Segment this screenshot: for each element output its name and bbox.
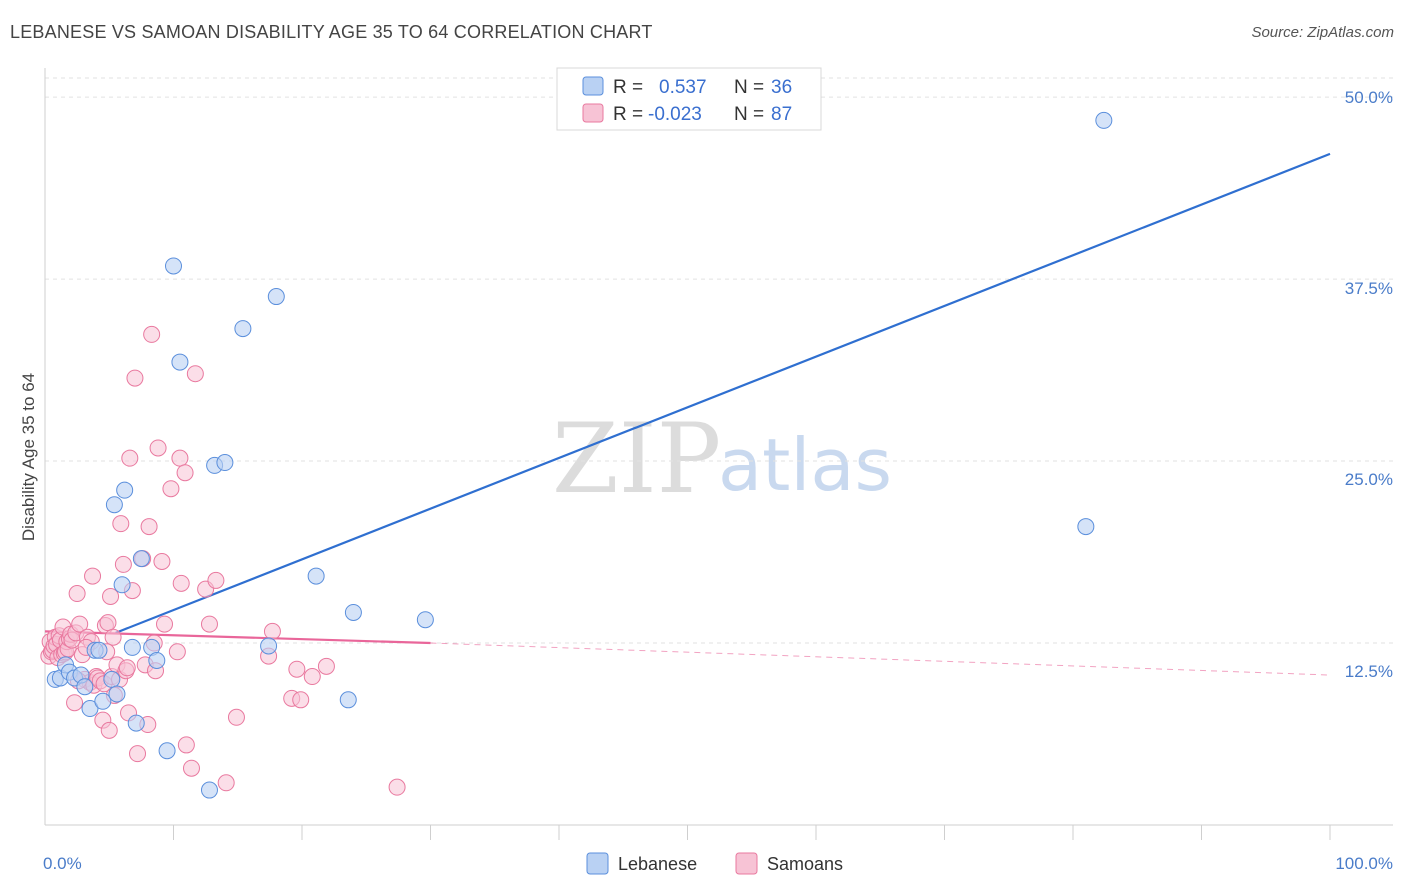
point-lebanese-34	[1077, 518, 1095, 536]
x-tick-label-0: 0.0%	[43, 854, 82, 873]
point-samoans-79	[303, 668, 321, 686]
point-samoans-47	[121, 449, 139, 467]
point-samoans-67	[182, 759, 200, 777]
point-samoans-71	[207, 571, 225, 589]
gridlines	[45, 77, 1393, 644]
point-samoans-43	[112, 515, 130, 533]
point-samoans-60	[156, 615, 174, 633]
point-lebanese-10	[94, 692, 112, 710]
point-lebanese-17	[127, 714, 145, 732]
point-samoans-37	[100, 721, 118, 739]
point-samoans-54	[140, 518, 158, 536]
y-tick-label-25.0: 25.0%	[1345, 470, 1393, 489]
point-lebanese-11	[103, 670, 121, 688]
legend-n-value-samoans: 87	[771, 104, 792, 125]
point-samoans-38	[102, 587, 120, 605]
point-lebanese-33	[416, 611, 434, 629]
point-lebanese-9	[90, 641, 108, 659]
point-samoans-65	[176, 464, 194, 482]
y-tick-label-12.5: 12.5%	[1345, 662, 1393, 681]
series-samoans	[40, 325, 406, 796]
point-samoans-63	[171, 449, 189, 467]
point-samoans-81	[388, 778, 406, 796]
point-samoans-61	[162, 480, 180, 498]
chart-title: LEBANESE VS SAMOAN DISABILITY AGE 35 TO …	[10, 22, 653, 42]
legend-swatch-lebanese	[582, 76, 604, 96]
series-legend: Lebanese Samoans	[586, 852, 843, 875]
bottom-legend-swatch-samoans	[735, 852, 758, 875]
point-samoans-58	[149, 439, 167, 457]
y-tick-label-50.0: 50.0%	[1345, 88, 1393, 107]
x-tick-marks	[173, 825, 1331, 840]
point-samoans-73	[227, 708, 245, 726]
legend-r-value-samoans: -0.023	[648, 104, 702, 125]
point-samoans-44	[114, 555, 132, 573]
point-samoans-28	[84, 567, 102, 585]
watermark-zip: ZIP	[552, 403, 721, 515]
point-samoans-64	[172, 574, 190, 592]
correlation-legend: R = 0.537 N = 36 R = -0.023 N = 87	[556, 67, 822, 131]
chart-source: Source: ZipAtlas.com	[1251, 24, 1394, 41]
point-samoans-21	[68, 585, 86, 603]
legend-n-value-lebanese: 36	[771, 77, 792, 98]
point-samoans-80	[317, 657, 335, 675]
point-samoans-59	[153, 553, 171, 571]
bottom-legend-label-lebanese: Lebanese	[618, 854, 697, 874]
point-samoans-36	[99, 614, 117, 632]
point-lebanese-22	[165, 257, 182, 275]
point-samoans-82	[104, 628, 122, 646]
legend-r-value-lebanese: 0.537	[659, 77, 707, 98]
point-lebanese-13	[108, 685, 126, 703]
point-lebanese-21	[158, 742, 176, 760]
trendline-lebanese-0	[115, 152, 1331, 634]
series-lebanese	[46, 111, 1113, 799]
point-samoans-66	[177, 736, 195, 754]
point-lebanese-20	[148, 651, 166, 669]
point-samoans-50	[129, 745, 147, 763]
point-lebanese-23	[171, 353, 189, 371]
point-samoans-68	[186, 365, 204, 383]
y-tick-label-37.5: 37.5%	[1345, 279, 1393, 298]
point-lebanese-35	[1095, 111, 1113, 129]
point-samoans-77	[288, 660, 306, 678]
point-samoans-75	[263, 622, 281, 640]
point-lebanese-27	[234, 320, 252, 338]
legend-r-label-samoans: R =	[613, 104, 643, 125]
trendline-samoans-2	[430, 642, 1331, 676]
legend-swatch-samoans	[582, 103, 604, 123]
point-lebanese-26	[216, 454, 234, 472]
point-samoans-78	[292, 691, 310, 709]
point-lebanese-28	[260, 637, 278, 655]
point-samoans-83	[118, 659, 136, 677]
point-lebanese-31	[339, 691, 357, 709]
point-lebanese-7	[81, 700, 99, 718]
point-lebanese-12	[105, 496, 123, 514]
bottom-legend-label-samoans: Samoans	[767, 854, 843, 874]
point-lebanese-15	[116, 481, 134, 499]
point-lebanese-24	[200, 781, 218, 799]
y-axis-label: Disability Age 35 to 64	[19, 373, 38, 541]
point-lebanese-14	[113, 576, 131, 594]
point-lebanese-29	[267, 288, 285, 306]
point-lebanese-6	[76, 678, 94, 696]
watermark-atlas: atlas	[718, 423, 892, 507]
point-samoans-72	[217, 774, 235, 792]
bottom-legend-swatch-lebanese	[586, 852, 609, 875]
point-samoans-22	[71, 615, 89, 633]
point-samoans-55	[143, 325, 161, 343]
point-lebanese-32	[344, 603, 362, 621]
point-lebanese-16	[123, 638, 141, 656]
point-samoans-19	[66, 694, 84, 712]
point-samoans-49	[126, 369, 144, 387]
point-samoans-62	[168, 643, 186, 661]
point-samoans-70	[200, 615, 218, 633]
legend-n-label-lebanese: N =	[734, 77, 764, 98]
legend-n-label-samoans: N =	[734, 104, 764, 125]
legend-r-label-lebanese: R =	[613, 77, 643, 98]
x-tick-label-100: 100.0%	[1335, 854, 1393, 873]
point-lebanese-30	[307, 567, 325, 585]
point-lebanese-18	[132, 550, 150, 568]
